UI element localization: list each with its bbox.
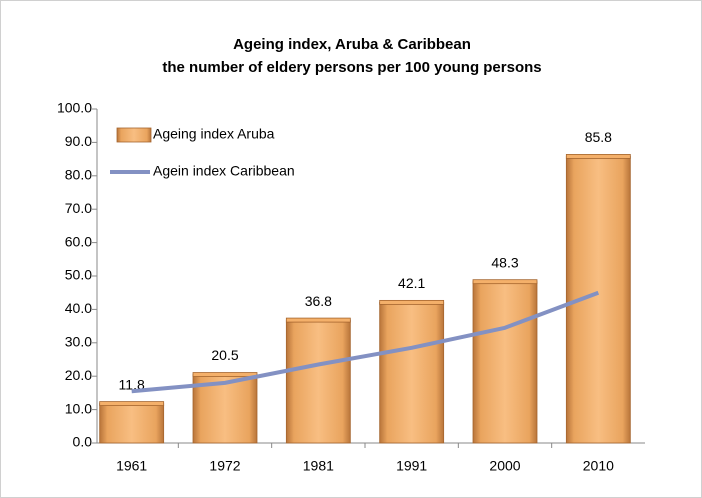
y-tick-label: 90.0 [65, 133, 92, 149]
bar-top [99, 401, 165, 406]
bar-top [565, 154, 631, 159]
value-label: 36.8 [305, 293, 332, 309]
bar-top [379, 299, 445, 305]
bar-top [192, 372, 258, 377]
value-label: 11.8 [119, 376, 145, 392]
y-tick-label: 80.0 [65, 167, 92, 183]
y-tick-label: 10.0 [65, 400, 92, 416]
bar [379, 301, 445, 444]
bar-top [285, 317, 351, 323]
x-tick-label: 1981 [303, 458, 334, 474]
chart-subtitle: the number of eldery persons per 100 you… [162, 59, 541, 76]
y-tick-label: 40.0 [65, 300, 92, 316]
x-tick-label: 2010 [583, 458, 614, 474]
y-tick-label: 30.0 [65, 334, 92, 350]
value-label: 85.8 [585, 129, 612, 145]
legend-label: Agein index Caribbean [153, 163, 295, 179]
y-tick-label: 0.0 [73, 434, 93, 450]
x-tick-label: 1972 [209, 458, 240, 474]
y-tick-label: 50.0 [65, 267, 92, 283]
bar [472, 281, 538, 444]
y-tick-label: 20.0 [65, 367, 92, 383]
value-label: 20.5 [211, 347, 238, 363]
legend-label: Ageing index Aruba [153, 126, 275, 142]
x-tick-label: 1991 [396, 458, 427, 474]
legend-swatch [116, 127, 152, 143]
bar [99, 403, 165, 444]
x-tick-label: 1961 [116, 458, 147, 474]
bar [285, 319, 351, 444]
x-tick-label: 2000 [489, 458, 520, 474]
y-tick-label: 100.0 [57, 100, 92, 116]
line-series [131, 290, 600, 394]
bar-top [472, 279, 538, 285]
y-tick-label: 70.0 [65, 200, 92, 216]
value-label: 42.1 [398, 275, 425, 291]
value-label: 48.3 [491, 254, 518, 270]
y-tick-label: 60.0 [65, 233, 92, 249]
chart-title: Ageing index, Aruba & Caribbean [233, 36, 471, 53]
